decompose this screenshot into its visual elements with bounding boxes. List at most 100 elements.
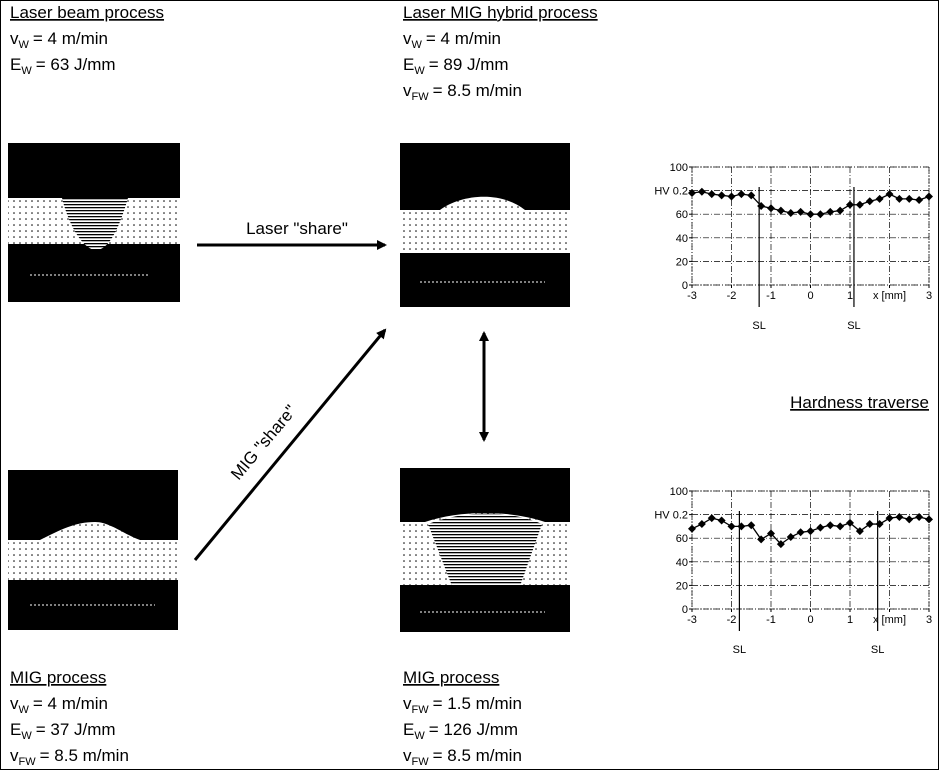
point: [816, 524, 824, 532]
value: = 4 m/min: [426, 29, 501, 48]
block-title: Laser MIG hybrid process: [403, 3, 598, 22]
value: = 89 J/mm: [429, 55, 509, 74]
point: [787, 209, 795, 217]
parameter: vW= 4 m/min: [10, 29, 108, 51]
subscript: W: [414, 730, 425, 742]
block-title: Laser beam process: [10, 3, 164, 22]
x-tick-label: -3: [687, 290, 697, 302]
point: [728, 193, 736, 201]
macro-mig-slow: [400, 468, 570, 632]
value: = 126 J/mm: [429, 720, 518, 739]
symbol: E: [10, 55, 21, 74]
x-tick-label: 1: [847, 614, 853, 626]
macro-mig: [8, 470, 178, 630]
point: [915, 513, 923, 521]
x-tick-label: -1: [766, 290, 776, 302]
x-tick-label: 3: [926, 614, 932, 626]
point: [895, 513, 903, 521]
point: [846, 201, 854, 209]
symbol: E: [403, 55, 414, 74]
point: [925, 515, 933, 523]
point: [836, 207, 844, 215]
point: [718, 191, 726, 199]
point: [895, 195, 903, 203]
value: = 4 m/min: [33, 29, 108, 48]
subscript: W: [21, 65, 32, 77]
arrow-label: MIG "share": [227, 401, 300, 483]
subscript: FW: [412, 756, 430, 768]
sl-label: SL: [847, 320, 860, 332]
x-tick-label: -3: [687, 614, 697, 626]
point: [856, 201, 864, 209]
point: [698, 188, 706, 196]
point: [925, 193, 933, 201]
sl-label: SL: [871, 644, 884, 656]
point: [767, 204, 775, 212]
subscript: FW: [412, 704, 430, 716]
symbol: E: [10, 720, 21, 739]
point: [876, 195, 884, 203]
parameter: vW= 4 m/min: [10, 694, 108, 716]
point: [826, 521, 834, 529]
point: [757, 535, 765, 543]
x-tick-label: 1: [847, 290, 853, 302]
point: [747, 521, 755, 529]
sl-label: SL: [752, 320, 765, 332]
point: [708, 514, 716, 522]
point: [886, 190, 894, 198]
y-tick-label: 20: [676, 580, 688, 592]
point: [718, 517, 726, 525]
figure: Laser "share" MIG "share" Hardness trave…: [0, 0, 939, 770]
x-tick-label: -2: [727, 290, 737, 302]
macro-hybrid: [400, 143, 570, 307]
point: [905, 195, 913, 203]
value: = 8.5 m/min: [433, 81, 522, 100]
point: [797, 528, 805, 536]
y-tick-label: 40: [676, 557, 688, 569]
x-tick-label: -2: [727, 614, 737, 626]
block-title: MIG process: [10, 668, 106, 687]
value: = 8.5 m/min: [433, 746, 522, 765]
y-tick-label: 20: [676, 256, 688, 268]
point: [826, 208, 834, 216]
y-tick-label: 60: [676, 209, 688, 221]
value: = 8.5 m/min: [40, 746, 129, 765]
subscript: W: [19, 704, 30, 716]
y-tick-label: 100: [670, 162, 688, 174]
x-tick-label: 0: [807, 290, 813, 302]
parameter: vFW= 8.5 m/min: [403, 746, 522, 768]
parameter: EW= 126 J/mm: [403, 720, 518, 742]
macro-laser: [8, 143, 180, 302]
point: [688, 525, 696, 533]
point: [797, 208, 805, 216]
point: [866, 197, 874, 205]
y-tick-label: HV 0.2: [654, 510, 688, 522]
point: [915, 196, 923, 204]
block-title: MIG process: [403, 668, 499, 687]
point: [698, 520, 706, 528]
y-tick-label: 40: [676, 233, 688, 245]
point: [728, 522, 736, 530]
point: [886, 514, 894, 522]
x-tick-label: -1: [766, 614, 776, 626]
point: [777, 207, 785, 215]
point: [876, 520, 884, 528]
point: [807, 527, 815, 535]
sl-label: SL: [733, 644, 746, 656]
parameter: EW = 63 J/mm: [10, 55, 116, 77]
point: [816, 210, 824, 218]
subscript: FW: [19, 756, 37, 768]
x-tick-label: 0: [807, 614, 813, 626]
parameter: vFW= 8.5 m/min: [10, 746, 129, 768]
value: = 63 J/mm: [36, 55, 116, 74]
point: [836, 522, 844, 530]
parameter: vFW= 8.5 m/min: [403, 81, 522, 103]
arrow-label: Laser "share": [246, 219, 348, 238]
y-tick-label: HV 0.2: [654, 186, 688, 198]
subscript: W: [21, 730, 32, 742]
x-tick-label: 3: [926, 290, 932, 302]
frame: [1, 1, 939, 770]
y-tick-label: 100: [670, 486, 688, 498]
value: = 37 J/mm: [36, 720, 116, 739]
subscript: W: [414, 65, 425, 77]
